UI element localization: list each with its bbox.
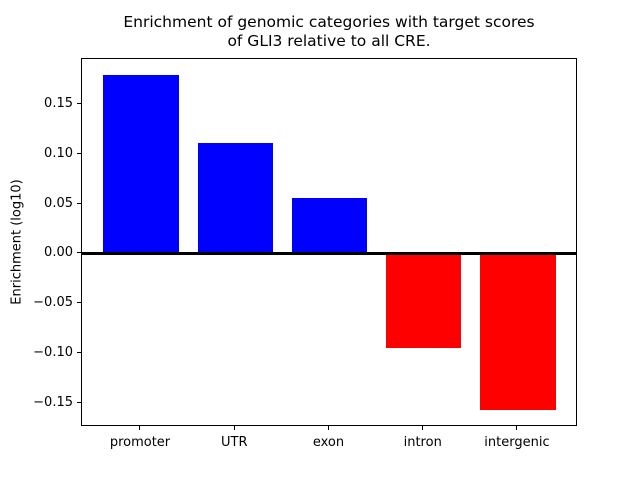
x-tick-label-exon: exon [312,435,345,450]
x-tick-label-promoter: promoter [109,435,171,450]
bar-intergenic [480,253,556,411]
y-tick-label: 0.00 [44,245,73,261]
y-tick-label: 0.05 [44,195,73,211]
x-tick-mark [139,426,141,430]
x-tick-mark [327,426,329,430]
x-tick-mark [233,426,235,430]
chart-title: Enrichment of genomic categories with ta… [81,13,577,51]
bar-exon [291,198,368,254]
y-tick-label: −0.05 [33,295,73,311]
y-tick-label: 0.10 [44,145,73,161]
y-tick-mark [77,351,81,353]
plot-area [81,58,577,426]
y-tick-label: 0.15 [44,96,73,112]
y-tick-mark [77,103,81,105]
x-tick-label-UTR: UTR [220,435,248,450]
y-tick-mark [77,252,81,254]
y-tick-label: −0.10 [33,344,73,360]
x-tick-mark [516,426,518,430]
y-tick-mark [77,202,81,204]
zero-line [82,252,576,256]
bar-promoter [103,74,179,254]
chart-title-line2: of GLI3 relative to all CRE. [227,32,431,50]
x-tick-mark [422,426,424,430]
x-tick-label-intergenic: intergenic [484,435,550,450]
x-tick-label-intron: intron [403,435,442,450]
chart-title-line1: Enrichment of genomic categories with ta… [123,13,535,31]
y-tick-label: −0.15 [33,394,73,410]
y-tick-mark [77,152,81,154]
y-tick-mark [77,302,81,304]
bar-UTR [197,142,273,254]
bar-intron [386,253,462,349]
y-tick-mark [77,401,81,403]
